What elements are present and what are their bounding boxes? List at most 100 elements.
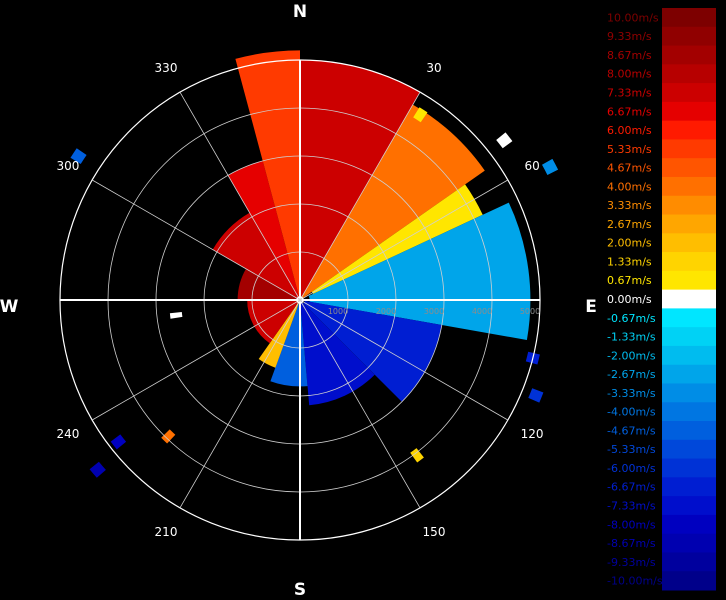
- velocity-sector-1: [300, 104, 485, 300]
- azimuth-axes: [60, 60, 540, 540]
- echo-8: [110, 434, 127, 450]
- range-label-2000: 2000: [376, 307, 396, 316]
- echo-11: [89, 461, 106, 478]
- range-labels: 1000 2000 3000 4000 5000: [328, 307, 540, 316]
- azimuth-label-30: 30: [426, 61, 441, 75]
- legend-label-26: -7.33m/s: [607, 500, 656, 513]
- legend-label-10: 3.33m/s: [607, 199, 652, 212]
- legend-label-19: -2.67m/s: [607, 368, 656, 381]
- velocity-sector-7: [258, 300, 300, 368]
- legend-label-13: 1.33m/s: [607, 256, 652, 269]
- legend-label-17: -1.33m/s: [607, 331, 656, 344]
- azimuth-label-60: 60: [524, 159, 539, 173]
- legend-swatch-2: [662, 45, 716, 65]
- cardinal-s: S: [294, 580, 306, 600]
- legend-swatch-21: [662, 402, 716, 422]
- legend-swatch-9: [662, 176, 716, 197]
- legend-swatch-22: [662, 421, 716, 441]
- legend-label-6: 6.00m/s: [607, 124, 652, 137]
- azimuth-label-150: 150: [423, 525, 446, 539]
- legend-label-22: -4.67m/s: [607, 424, 656, 437]
- legend-swatch-12: [662, 233, 716, 253]
- spoke-150: [299, 299, 421, 509]
- legend-label-12: 2.00m/s: [607, 237, 652, 250]
- legend-swatch-5: [662, 101, 716, 122]
- velocity-sector-12: [235, 50, 300, 301]
- velocity-sector-11: [228, 160, 300, 300]
- velocity-sector-2: [311, 184, 483, 294]
- legend-swatch-20: [662, 383, 716, 403]
- legend-label-28: -8.67m/s: [607, 537, 656, 550]
- range-label-3000: 3000: [424, 307, 444, 316]
- legend-swatch-19: [662, 364, 716, 384]
- scattered-echoes: [70, 107, 559, 478]
- spoke-120: [299, 299, 509, 421]
- echo-12: [169, 312, 183, 319]
- legend-swatch-10: [662, 195, 716, 216]
- legend-swatch-17: [662, 327, 716, 347]
- legend-swatch-11: [662, 214, 716, 234]
- velocity-sector-5: [300, 300, 375, 406]
- velocity-sector-0: [300, 60, 420, 300]
- azimuth-label-240: 240: [56, 427, 79, 441]
- velocity-sector-8: [247, 300, 300, 344]
- velocity-sector-3: [308, 202, 531, 340]
- legend-swatch-24: [662, 458, 716, 478]
- cardinal-e: E: [585, 297, 597, 317]
- legend-label-18: -2.00m/s: [607, 349, 656, 362]
- echo-1: [496, 132, 513, 149]
- legend-label-23: -5.33m/s: [607, 443, 656, 456]
- legend-swatch-1: [662, 26, 716, 47]
- azimuth-label-210: 210: [155, 525, 178, 539]
- legend-label-14: 0.67m/s: [607, 274, 652, 287]
- legend-swatch-25: [662, 477, 716, 497]
- azimuth-labels: 30 60 120 150 210 240 300 330: [56, 61, 543, 539]
- center-marker: [296, 296, 304, 304]
- echo-0: [70, 148, 87, 164]
- velocity-sector-10: [212, 212, 300, 300]
- echo-5: [413, 107, 428, 123]
- legend-label-1: 9.33m/s: [607, 30, 652, 43]
- legend-label-0: 10.00m/s: [607, 11, 659, 24]
- echo-4: [528, 388, 544, 403]
- echo-10: [410, 448, 424, 463]
- legend-label-15: 0.00m/s: [607, 293, 652, 306]
- legend-swatch-16: [662, 308, 716, 328]
- echo-2: [542, 158, 559, 175]
- legend-label-21: -4.00m/s: [607, 406, 656, 419]
- spoke-240: [91, 299, 301, 421]
- cardinal-w: W: [0, 297, 19, 317]
- legend-label-29: -9.33m/s: [607, 556, 656, 569]
- legend-label-2: 8.67m/s: [607, 49, 652, 62]
- legend-swatch-13: [662, 252, 716, 272]
- legend-label-25: -6.67m/s: [607, 481, 656, 494]
- legend-swatch-7: [662, 139, 716, 159]
- legend-swatch-18: [662, 345, 716, 366]
- legend-swatch-8: [662, 158, 716, 178]
- legend-label-9: 4.00m/s: [607, 180, 652, 193]
- azimuth-label-330: 330: [155, 61, 178, 75]
- legend-swatch-4: [662, 83, 716, 103]
- legend-label-11: 2.67m/s: [607, 218, 652, 231]
- legend-swatch-23: [662, 439, 716, 460]
- legend-swatch-30: [662, 571, 716, 591]
- legend-label-27: -8.00m/s: [607, 518, 656, 531]
- legend-swatch-3: [662, 64, 716, 84]
- velocity-sector-4: [303, 300, 442, 402]
- spoke-210: [179, 299, 301, 509]
- legend-label-3: 8.00m/s: [607, 68, 652, 81]
- range-label-1000: 1000: [328, 307, 348, 316]
- legend-label-8: 4.67m/s: [607, 162, 652, 175]
- echo-9: [161, 429, 176, 444]
- azimuth-label-120: 120: [521, 427, 544, 441]
- legend-label-4: 7.33m/s: [607, 87, 652, 100]
- legend-label-20: -3.33m/s: [607, 387, 656, 400]
- legend-swatch-0: [662, 8, 716, 28]
- velocity-sector-9: [237, 268, 300, 300]
- range-label-4000: 4000: [472, 307, 492, 316]
- spoke-30: [299, 91, 421, 301]
- spoke-330: [179, 91, 301, 301]
- legend-label-16: -0.67m/s: [607, 312, 656, 325]
- legend-swatch-26: [662, 496, 716, 516]
